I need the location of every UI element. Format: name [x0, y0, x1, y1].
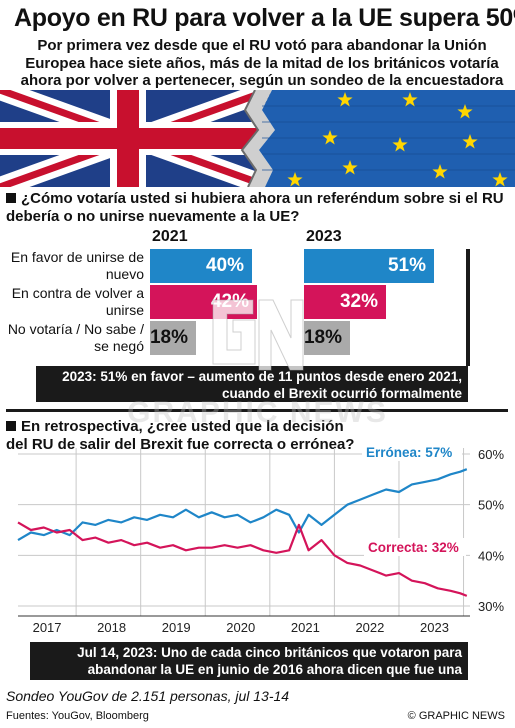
row-label: No votaría / No sabe / se negó — [7, 321, 144, 354]
section-divider — [6, 409, 508, 412]
eu-star-icon — [342, 160, 358, 175]
callout-2023: 2023: 51% en favor – aumento de 11 punto… — [36, 366, 468, 402]
x-tick-label: 2023 — [420, 620, 449, 635]
watermark-text: GRAPHIC NEWS — [127, 396, 388, 429]
page-title: Apoyo en RU para volver a la UE supera 5… — [14, 4, 515, 32]
credit: © GRAPHIC NEWS — [407, 710, 505, 722]
y-tick-label: 30% — [478, 599, 504, 614]
eu-star-icon — [462, 134, 478, 149]
series-line-errónea — [17, 468, 468, 542]
x-tick-label: 2019 — [162, 620, 191, 635]
row-label: En favor de unirse de nuevo — [10, 249, 144, 282]
flag-illustration — [0, 90, 515, 187]
row-label: En contra de volver a unirse — [11, 285, 144, 318]
series-label: Correcta: 32% — [368, 540, 459, 555]
series-label-bg — [362, 443, 462, 461]
callout-connector — [466, 249, 470, 366]
sources: Fuentes: YouGov, Bloomberg — [6, 710, 149, 722]
union-jack-icon — [0, 90, 258, 187]
square-bullet-icon — [6, 193, 16, 203]
eu-flag-icon — [259, 90, 515, 187]
bar-2023: 18% — [304, 321, 350, 355]
series-line-correcta — [17, 521, 468, 597]
eu-star-icon — [337, 92, 353, 107]
series-label: Errónea: 57% — [366, 445, 452, 460]
eu-star-icon — [492, 172, 508, 187]
eu-star-icon — [392, 137, 408, 152]
x-tick-label: 2017 — [33, 620, 62, 635]
eu-star-icon — [322, 130, 338, 145]
gn-watermark-icon — [212, 299, 304, 371]
question-1-text: ¿Cómo votaría usted si hubiera ahora un … — [6, 190, 504, 225]
eu-star-icon — [402, 92, 418, 107]
brexit-line-chart: 30% 40% 50% 60% 2017 2018 2019 2020 2021 2022 2023… — [17, 443, 504, 635]
y-tick-label: 60% — [478, 447, 504, 462]
series-label-bg — [364, 538, 466, 556]
x-tick-label: 2021 — [291, 620, 320, 635]
eu-star-icon — [432, 164, 448, 179]
eu-star-icon — [457, 104, 473, 119]
question-2: En retrospectiva, ¿cree usted que la dec… — [6, 418, 366, 454]
bar-2023: 32% — [304, 285, 386, 319]
eu-star-icon — [287, 172, 303, 187]
bar-2023: 51% — [304, 249, 434, 283]
callout-jul-2023: Jul 14, 2023: Uno de cada cinco británic… — [30, 642, 468, 694]
question-2-text: En retrospectiva, ¿cree usted que la dec… — [6, 418, 355, 453]
x-tick-label: 2018 — [97, 620, 126, 635]
year-2021: 2021 — [152, 228, 188, 245]
bar-2021: 40% — [150, 249, 252, 283]
bar-2021: 18% — [150, 321, 196, 355]
square-bullet-icon — [6, 421, 16, 431]
brick-crack-icon — [240, 90, 275, 187]
year-2023: 2023 — [306, 228, 342, 245]
x-tick-label: 2020 — [226, 620, 255, 635]
y-tick-label: 40% — [478, 548, 504, 563]
poll-note: Sondeo YouGov de 2.151 personas, jul 13-… — [6, 688, 290, 704]
x-tick-label: 2022 — [355, 620, 384, 635]
question-1: ¿Cómo votaría usted si hubiera ahora un … — [6, 190, 506, 226]
y-tick-label: 50% — [478, 498, 504, 513]
